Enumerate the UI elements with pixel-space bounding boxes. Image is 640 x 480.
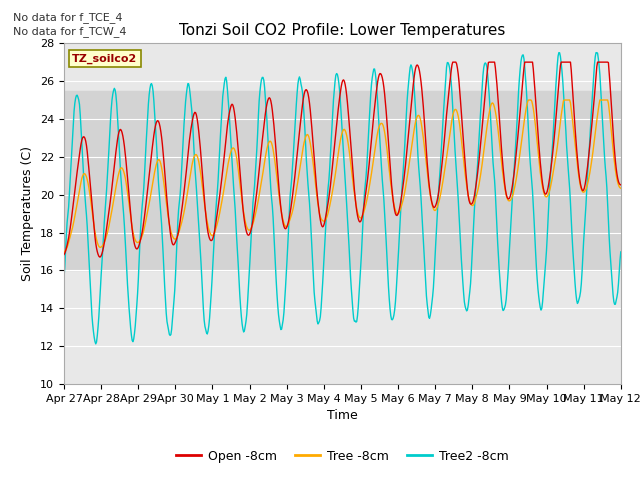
Y-axis label: Soil Temperatures (C): Soil Temperatures (C) (22, 146, 35, 281)
X-axis label: Time: Time (327, 409, 358, 422)
Legend: Open -8cm, Tree -8cm, Tree2 -8cm: Open -8cm, Tree -8cm, Tree2 -8cm (172, 445, 513, 468)
Title: Tonzi Soil CO2 Profile: Lower Temperatures: Tonzi Soil CO2 Profile: Lower Temperatur… (179, 23, 506, 38)
Bar (64, 91, 621, 270)
Text: No data for f_TCE_4
No data for f_TCW_4: No data for f_TCE_4 No data for f_TCW_4 (13, 12, 126, 37)
Text: TZ_soilco2: TZ_soilco2 (72, 53, 138, 64)
